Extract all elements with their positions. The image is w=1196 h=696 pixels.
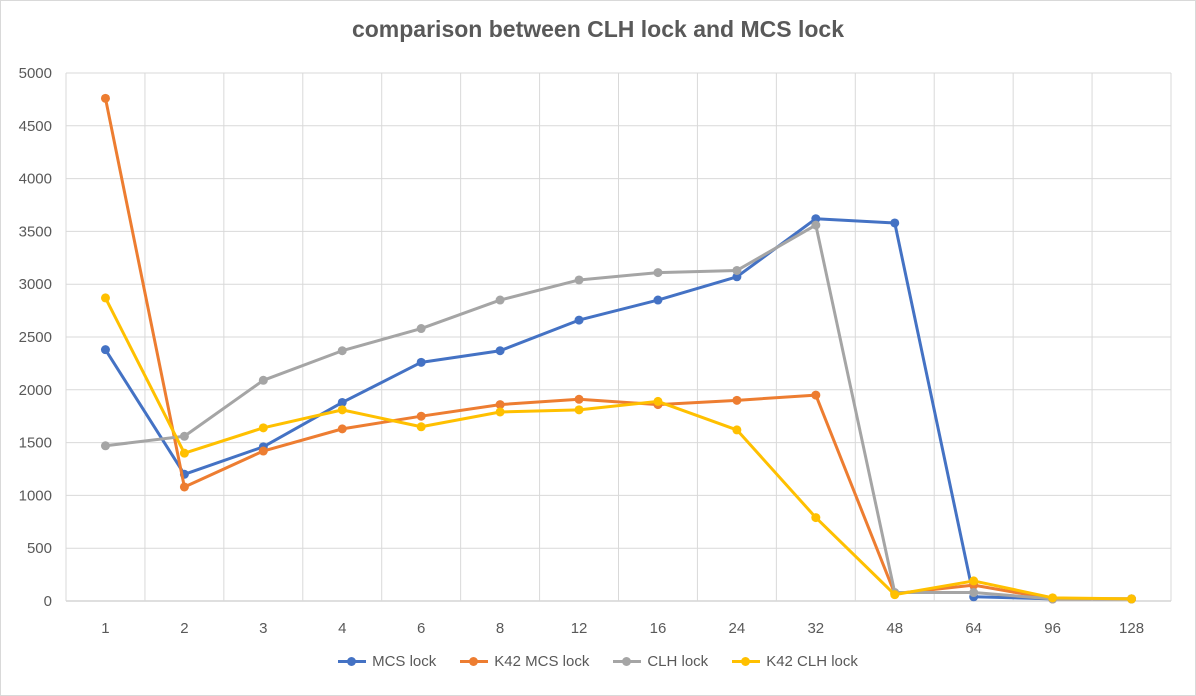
x-tick-label: 2	[180, 620, 188, 637]
data-point	[416, 357, 426, 367]
legend-marker	[622, 657, 632, 666]
legend-marker	[347, 657, 357, 666]
data-point	[258, 375, 268, 385]
x-tick-label: 128	[1119, 620, 1144, 637]
data-point	[732, 425, 742, 435]
data-point	[100, 293, 110, 303]
series-line	[103, 296, 1134, 601]
series-line	[103, 217, 1134, 601]
y-tick-label: 3000	[19, 276, 52, 293]
data-point	[653, 396, 663, 406]
data-point	[811, 214, 821, 224]
data-point	[653, 268, 663, 278]
data-point	[179, 482, 189, 492]
data-point	[100, 93, 110, 103]
data-point	[495, 407, 505, 417]
x-tick-label: 16	[650, 620, 667, 637]
data-point	[1127, 594, 1137, 604]
legend-label: K42 MCS lock	[494, 653, 590, 670]
legend-item: K42 MCS lock	[460, 653, 589, 670]
y-tick-label: 4500	[19, 118, 52, 135]
legend-item: K42 CLH lock	[732, 653, 858, 670]
data-point	[811, 513, 821, 523]
data-point	[732, 395, 742, 405]
y-tick-label: 0	[44, 593, 52, 610]
data-point	[811, 220, 821, 230]
legend-marker	[469, 657, 479, 666]
data-point	[890, 590, 900, 600]
legend-item: CLH lock	[613, 653, 708, 670]
x-tick-label: 96	[1044, 620, 1061, 637]
data-point	[100, 441, 110, 451]
data-point	[337, 405, 347, 415]
y-tick-label: 2500	[19, 329, 52, 346]
x-tick-label: 4	[338, 620, 346, 637]
y-tick-label: 5000	[19, 65, 52, 82]
data-point	[179, 448, 189, 458]
data-point	[574, 394, 584, 404]
y-tick-label: 3500	[19, 223, 52, 240]
y-tick-label: 500	[27, 540, 52, 557]
legend-item: MCS lock	[338, 653, 436, 670]
data-point	[653, 295, 663, 305]
data-point	[416, 422, 426, 432]
x-tick-label: 32	[807, 620, 824, 637]
data-point	[258, 446, 268, 456]
x-tick-label: 12	[571, 620, 588, 637]
data-point	[179, 431, 189, 441]
data-point	[574, 315, 584, 325]
x-tick-label: 1	[101, 620, 109, 637]
legend-label: MCS lock	[372, 653, 437, 670]
data-point	[337, 397, 347, 407]
y-tick-label: 2000	[19, 382, 52, 399]
legend-swatch	[460, 657, 489, 666]
legend-label: CLH lock	[647, 653, 709, 670]
data-point	[416, 324, 426, 334]
series-line	[103, 223, 1134, 601]
data-point	[495, 346, 505, 356]
data-point	[811, 390, 821, 400]
data-point	[732, 265, 742, 275]
data-point	[258, 423, 268, 433]
data-point	[574, 405, 584, 415]
x-tick-label: 3	[259, 620, 267, 637]
data-point	[100, 345, 110, 355]
legend-swatch	[613, 657, 642, 666]
data-point	[416, 411, 426, 421]
y-tick-label: 4000	[19, 171, 52, 188]
data-point	[337, 424, 347, 434]
chart-legend: MCS lock K42 MCS lock CLH lock K42 CLH lock	[0, 653, 1196, 670]
chart-title: comparison between CLH lock and MCS lock	[351, 16, 845, 42]
data-point	[890, 218, 900, 228]
data-point	[969, 588, 979, 598]
legend-marker	[741, 657, 751, 666]
data-point	[495, 400, 505, 410]
y-tick-label: 1500	[19, 435, 52, 452]
data-point	[574, 275, 584, 285]
y-tick-label: 1000	[19, 487, 52, 504]
x-tick-label: 64	[965, 620, 982, 637]
x-tick-label: 8	[496, 620, 504, 637]
x-tick-label: 48	[886, 620, 903, 637]
series-line	[103, 96, 1134, 601]
data-point	[1048, 593, 1058, 603]
data-point	[495, 295, 505, 305]
data-point	[969, 576, 979, 586]
legend-swatch	[732, 657, 761, 666]
legend-swatch	[338, 657, 367, 666]
data-point	[732, 272, 742, 282]
legend-label: K42 CLH lock	[766, 653, 858, 670]
data-point	[337, 346, 347, 356]
x-tick-label: 24	[729, 620, 746, 637]
x-tick-label: 6	[417, 620, 425, 637]
